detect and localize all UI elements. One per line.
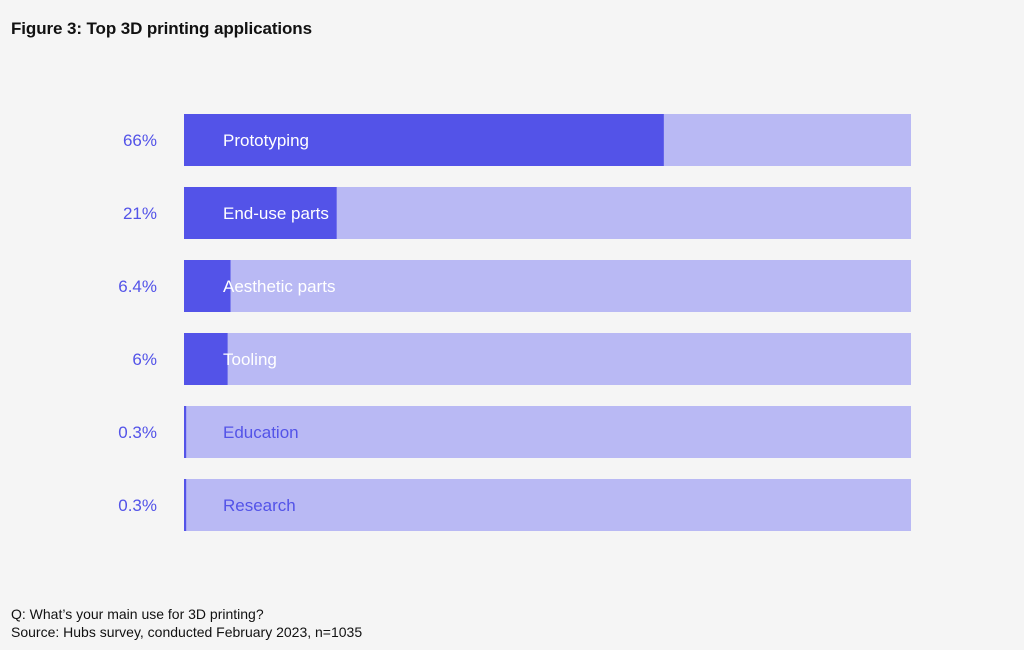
category-label: Aesthetic parts — [223, 277, 335, 296]
bar-track — [184, 479, 911, 531]
bar — [184, 114, 664, 166]
category-label: Education — [223, 423, 299, 442]
bar-track — [184, 333, 911, 385]
value-label: 0.3% — [118, 496, 157, 515]
bar — [184, 479, 187, 531]
category-label: End-use parts — [223, 204, 329, 223]
category-label: Research — [223, 496, 296, 515]
value-label: 66% — [123, 131, 157, 150]
chart-footer: Q: What’s your main use for 3D printing?… — [11, 605, 362, 641]
value-label: 6.4% — [118, 277, 157, 296]
bar-chart: 66% Prototyping 21% End-use parts 6.4% Aesthe… — [118, 114, 911, 531]
source-note: Source: Hubs survey, conducted February … — [11, 624, 363, 640]
bar — [184, 260, 231, 312]
bar-track — [184, 406, 911, 458]
category-label: Tooling — [223, 350, 277, 369]
chart-title: Figure 3: Top 3D printing applications — [11, 19, 312, 38]
value-label: 21% — [123, 204, 157, 223]
category-label: Prototyping — [223, 131, 309, 150]
bar — [184, 187, 337, 239]
value-label: 0.3% — [118, 423, 157, 442]
value-label: 6% — [132, 350, 157, 369]
bar — [184, 406, 187, 458]
survey-question: Q: What’s your main use for 3D printing? — [11, 606, 264, 622]
bar-track — [184, 260, 911, 312]
bar — [184, 333, 228, 385]
